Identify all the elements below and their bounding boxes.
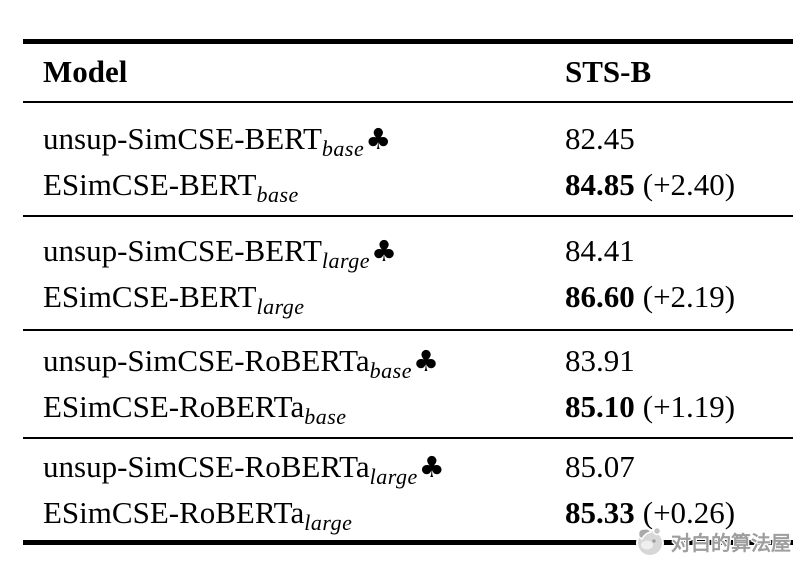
model-subscript: large bbox=[369, 464, 418, 489]
score-cell: 83.91 bbox=[565, 338, 635, 384]
score-value: 83.91 bbox=[565, 343, 635, 378]
score-cell: 85.10 (+1.19) bbox=[565, 384, 735, 430]
column-header-stsb: STS-B bbox=[565, 54, 652, 89]
score-delta: (+1.19) bbox=[642, 389, 736, 424]
table-rule-group2 bbox=[23, 329, 793, 331]
table-row: ESimCSE-BERTlarge 86.60 (+2.19) bbox=[43, 274, 793, 320]
model-cell: unsup-SimCSE-BERTbase♣ bbox=[43, 116, 391, 165]
club-suit-icon: ♣ bbox=[418, 450, 445, 484]
table-row: unsup-SimCSE-RoBERTalarge♣ 85.07 bbox=[43, 444, 793, 490]
table-rule-header bbox=[23, 101, 793, 103]
table-header-row: Model STS-B bbox=[43, 49, 793, 95]
score-value: 86.60 bbox=[565, 279, 635, 314]
club-suit-icon: ♣ bbox=[371, 234, 398, 268]
score-cell: 84.41 bbox=[565, 228, 635, 274]
model-cell: unsup-SimCSE-BERTlarge♣ bbox=[43, 228, 397, 277]
score-cell: 84.85 (+2.40) bbox=[565, 162, 735, 208]
score-cell: 85.33 (+0.26) bbox=[565, 490, 735, 536]
score-value: 85.07 bbox=[565, 449, 635, 484]
table-rule-group3 bbox=[23, 437, 793, 439]
model-subscript: large bbox=[304, 510, 353, 535]
model-subscript: large bbox=[321, 248, 371, 273]
score-delta: (+0.26) bbox=[642, 495, 736, 530]
model-cell: ESimCSE-BERTlarge bbox=[43, 274, 305, 323]
model-subscript: base bbox=[369, 358, 412, 383]
table-row: ESimCSE-RoBERTalarge 85.33 (+0.26) bbox=[43, 490, 793, 536]
table-rule-top bbox=[23, 39, 793, 44]
model-cell: ESimCSE-RoBERTalarge bbox=[43, 490, 352, 539]
club-suit-icon: ♣ bbox=[413, 344, 439, 378]
table-row: unsup-SimCSE-BERTbase♣ 82.45 bbox=[43, 116, 793, 162]
model-name: unsup-SimCSE-RoBERTa bbox=[43, 343, 370, 378]
table-row: ESimCSE-RoBERTabase 85.10 (+1.19) bbox=[43, 384, 793, 430]
table-rule-group1 bbox=[23, 215, 793, 217]
score-value: 85.10 bbox=[565, 389, 635, 424]
model-name: unsup-SimCSE-BERT bbox=[43, 233, 322, 268]
score-delta: (+2.19) bbox=[642, 279, 736, 314]
model-name: unsup-SimCSE-RoBERTa bbox=[43, 449, 370, 484]
table-row: ESimCSE-BERTbase 84.85 (+2.40) bbox=[43, 162, 793, 208]
column-header-model: Model bbox=[43, 54, 128, 89]
watermark: 对白的算法屋 bbox=[631, 523, 791, 560]
model-subscript: large bbox=[256, 294, 305, 319]
model-subscript: base bbox=[304, 404, 347, 429]
model-cell: ESimCSE-BERTbase bbox=[43, 162, 299, 211]
table-row: unsup-SimCSE-BERTlarge♣ 84.41 bbox=[43, 228, 793, 274]
score-cell: 82.45 bbox=[565, 116, 635, 162]
model-name: ESimCSE-RoBERTa bbox=[43, 495, 305, 530]
model-subscript: base bbox=[256, 182, 299, 207]
club-suit-icon: ♣ bbox=[365, 122, 392, 156]
table-rule-bottom bbox=[23, 540, 793, 545]
watermark-logo-icon bbox=[636, 526, 664, 557]
model-cell: unsup-SimCSE-RoBERTabase♣ bbox=[43, 338, 439, 387]
model-cell: unsup-SimCSE-RoBERTalarge♣ bbox=[43, 444, 445, 493]
score-cell: 85.07 bbox=[565, 444, 635, 490]
model-subscript: base bbox=[321, 136, 365, 161]
model-name: ESimCSE-RoBERTa bbox=[43, 389, 305, 424]
model-name: ESimCSE-BERT bbox=[43, 167, 257, 202]
watermark-text: 对白的算法屋 bbox=[671, 531, 791, 555]
score-delta: (+2.40) bbox=[642, 167, 736, 202]
score-cell: 86.60 (+2.19) bbox=[565, 274, 735, 320]
model-name: ESimCSE-BERT bbox=[43, 279, 257, 314]
score-value: 82.45 bbox=[565, 121, 635, 156]
score-value: 84.41 bbox=[565, 233, 635, 268]
score-value: 84.85 bbox=[565, 167, 635, 202]
table-row: unsup-SimCSE-RoBERTabase♣ 83.91 bbox=[43, 338, 793, 384]
score-value: 85.33 bbox=[565, 495, 635, 530]
model-cell: ESimCSE-RoBERTabase bbox=[43, 384, 347, 433]
model-name: unsup-SimCSE-BERT bbox=[43, 121, 322, 156]
